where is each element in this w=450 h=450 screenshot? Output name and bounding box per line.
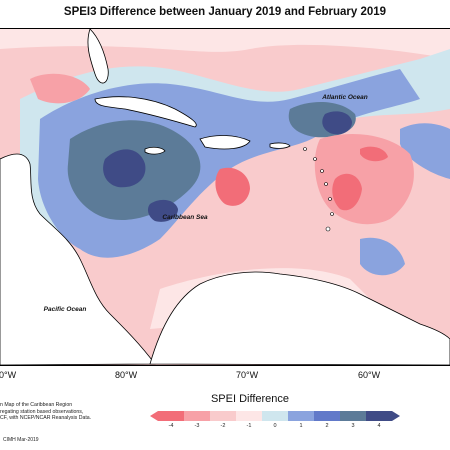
map-panel: Atlantic Ocean Caribbean Sea Pacific Oce… — [0, 28, 450, 366]
max-positive-2 — [322, 111, 352, 135]
legend-tick-label: -3 — [194, 423, 200, 429]
legend-swatch — [340, 411, 366, 421]
map-notes: n Map of the Caribbean Region regating s… — [0, 402, 120, 422]
pale-band-north — [0, 29, 450, 59]
positive-southeast — [360, 237, 405, 276]
cuba — [94, 96, 197, 128]
caribbean-label: Caribbean Sea — [162, 214, 208, 221]
legend-arrow-right — [392, 411, 400, 421]
legend-tick-label: -1 — [246, 423, 252, 429]
legend-tick-label: 2 — [325, 423, 329, 429]
negative-east-core — [360, 146, 388, 162]
spei-map: Atlantic Ocean Caribbean Sea Pacific Oce… — [0, 29, 450, 365]
legend-swatch — [158, 411, 184, 421]
strong-negative-center — [215, 167, 250, 206]
lon-label-90w: 90°W — [0, 370, 17, 380]
lon-label-80w: 80°W — [115, 370, 138, 380]
positive-east — [400, 123, 450, 179]
atlantic-label: Atlantic Ocean — [321, 94, 368, 101]
legend-tick-label: -4 — [168, 423, 174, 429]
land-masses — [0, 29, 450, 365]
central-america — [0, 153, 156, 365]
legend-tick-label: -2 — [220, 423, 226, 429]
legend-swatch — [262, 411, 288, 421]
legend-swatch — [288, 411, 314, 421]
note-line: n Map of the Caribbean Region — [0, 402, 73, 408]
legend-swatch — [236, 411, 262, 421]
jamaica — [144, 146, 166, 155]
legend-swatch — [210, 411, 236, 421]
legend-arrow-left — [150, 411, 158, 421]
legend-tick-label: 0 — [273, 423, 277, 429]
legend-swatch — [184, 411, 210, 421]
note-line: CF, with NCEP/NCAR Reanalysis Data. — [0, 415, 92, 422]
lon-label-60w: 60°W — [358, 370, 381, 380]
credit-text: CIMH Mar-2019 — [3, 437, 39, 443]
note-line: regating station based observations, — [0, 408, 84, 415]
max-positive-1 — [103, 149, 146, 188]
legend-title: SPEI Difference — [210, 393, 290, 405]
florida — [87, 29, 109, 84]
map-title: SPEI3 Difference between January 2019 an… — [63, 6, 387, 18]
legend-colorbar — [150, 411, 400, 421]
lon-label-70w: 70°W — [236, 370, 259, 380]
pacific-label: Pacific Ocean — [44, 306, 87, 313]
negative-northwest — [30, 73, 90, 104]
max-positive-3 — [147, 199, 178, 222]
south-america — [149, 271, 450, 365]
legend-swatch — [366, 411, 392, 421]
strong-negative-east — [332, 173, 362, 211]
legend-tick-label: 3 — [351, 423, 355, 429]
hispaniola — [199, 135, 251, 150]
lesser-antilles — [303, 147, 334, 232]
legend-tick-label: 4 — [377, 423, 381, 429]
legend-tick-label: 1 — [299, 423, 303, 429]
puerto-rico — [269, 142, 291, 149]
legend-swatch — [314, 411, 340, 421]
